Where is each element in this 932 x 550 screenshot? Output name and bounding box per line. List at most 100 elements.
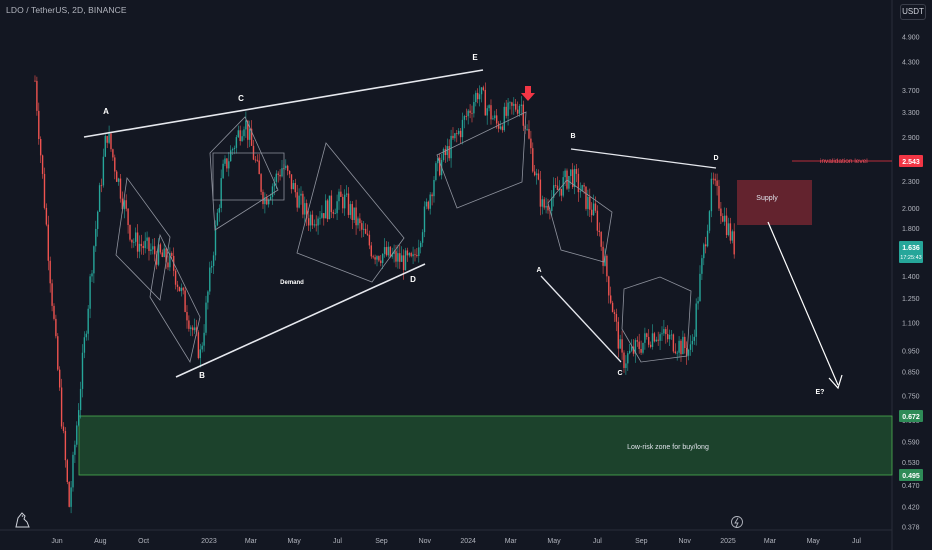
candle-body-8 xyxy=(49,260,51,284)
events-icon[interactable] xyxy=(731,516,743,528)
candle-body-227 xyxy=(465,116,467,117)
candle-body-224 xyxy=(459,130,462,138)
candle-body-228 xyxy=(467,110,469,117)
candle-body-209 xyxy=(431,194,433,197)
candle-body-236 xyxy=(482,87,485,90)
price-tick-18: 0.420 xyxy=(902,505,920,512)
candle-body-89 xyxy=(203,332,205,346)
candle-body-46 xyxy=(121,198,124,210)
candle-body-106 xyxy=(235,137,238,148)
time-tick-14: Nov xyxy=(678,538,691,545)
candle-body-292 xyxy=(589,196,591,210)
candle-body-36 xyxy=(102,156,105,186)
candle-body-47 xyxy=(123,200,125,210)
candle-body-251 xyxy=(511,102,513,106)
candle-body-339 xyxy=(678,340,680,353)
candle-body-15 xyxy=(62,426,65,431)
candle-body-250 xyxy=(509,102,511,104)
candle-body-340 xyxy=(680,340,682,355)
candle-body-34 xyxy=(98,185,101,212)
candle-body-335 xyxy=(670,334,673,336)
candle-body-207 xyxy=(427,201,429,209)
candle-body-88 xyxy=(201,345,203,350)
candle-body-172 xyxy=(361,223,363,230)
candle-body-238 xyxy=(486,108,488,116)
candle-body-14 xyxy=(60,387,63,427)
candle-body-95 xyxy=(214,225,217,256)
candle-body-260 xyxy=(528,129,530,139)
candle-body-245 xyxy=(499,126,502,129)
candle-body-301 xyxy=(606,255,608,277)
candle-body-315 xyxy=(632,346,635,354)
candle-body-216 xyxy=(444,149,447,156)
candle-body-151 xyxy=(321,213,323,218)
price-tick-6: 2.000 xyxy=(902,206,920,213)
candle-body-184 xyxy=(383,247,386,254)
wave-label-b: B xyxy=(199,371,205,380)
wave-label-d: D xyxy=(410,275,416,284)
time-tick-13: Sep xyxy=(635,538,648,545)
candle-body-317 xyxy=(636,340,638,342)
candle-body-113 xyxy=(248,128,251,140)
candle-body-198 xyxy=(410,253,412,257)
candle-body-168 xyxy=(353,207,355,220)
candle-body-170 xyxy=(357,218,359,226)
candle-body-232 xyxy=(475,92,477,103)
candle-body-352 xyxy=(703,244,705,259)
candle-body-28 xyxy=(87,308,89,334)
candle-body-332 xyxy=(665,329,667,335)
projection-arrow xyxy=(767,221,843,390)
price-tick-8: 1.400 xyxy=(902,274,920,281)
candle-body-206 xyxy=(425,201,428,207)
symbol-title: LDO / TetherUS, 2D, BINANCE xyxy=(6,5,127,15)
candle-body-353 xyxy=(704,244,707,247)
candle-body-265 xyxy=(537,173,540,180)
candle-body-313 xyxy=(628,350,631,354)
candle-body-108 xyxy=(239,130,241,142)
current-price-tag xyxy=(899,241,923,263)
candle-body-341 xyxy=(682,336,684,355)
candle-body-291 xyxy=(587,196,589,209)
candle-body-81 xyxy=(188,320,190,329)
candle-body-147 xyxy=(313,224,315,226)
candle-body-173 xyxy=(362,228,365,230)
candle-body-325 xyxy=(651,333,654,347)
candle-body-162 xyxy=(342,196,344,209)
candle-body-164 xyxy=(345,193,348,195)
tradingview-logo-icon[interactable] xyxy=(15,512,30,528)
price-tick-12: 0.850 xyxy=(902,370,920,377)
price-tick-10: 1.100 xyxy=(902,320,920,327)
candle-body-21 xyxy=(74,444,76,455)
candle-body-255 xyxy=(518,105,521,114)
candle-body-11 xyxy=(55,318,57,337)
candle-body-244 xyxy=(497,123,500,129)
candle-body-119 xyxy=(260,174,262,192)
wave-labels: A B C D E A B C D E? xyxy=(103,53,824,396)
candle-body-237 xyxy=(484,89,486,116)
candle-body-300 xyxy=(604,255,606,266)
candle-body-270 xyxy=(547,205,549,211)
candle-body-213 xyxy=(438,157,441,176)
candle-body-212 xyxy=(437,157,439,164)
candle-body-337 xyxy=(674,351,676,354)
price-tick-16: 0.530 xyxy=(902,460,920,467)
sub-wave-channels xyxy=(115,111,692,364)
candle-body-205 xyxy=(423,206,426,233)
candle-body-66 xyxy=(159,244,162,253)
candle-body-226 xyxy=(463,116,466,120)
candle-body-247 xyxy=(503,106,505,131)
candle-body-286 xyxy=(577,173,580,193)
price-axis[interactable] xyxy=(892,0,932,550)
time-tick-11: May xyxy=(547,538,561,545)
candle-body-222 xyxy=(456,133,458,135)
channel-a xyxy=(115,176,171,301)
zone-top-price: 0.672 xyxy=(902,414,920,421)
candle-body-111 xyxy=(245,120,247,130)
candle-body-284 xyxy=(573,169,576,188)
currency-button[interactable]: USDT xyxy=(900,4,926,20)
candle-body-218 xyxy=(448,146,450,159)
candle-body-159 xyxy=(336,201,338,214)
zone-bottom-price: 0.495 xyxy=(902,473,920,480)
candle-body-248 xyxy=(505,106,507,116)
